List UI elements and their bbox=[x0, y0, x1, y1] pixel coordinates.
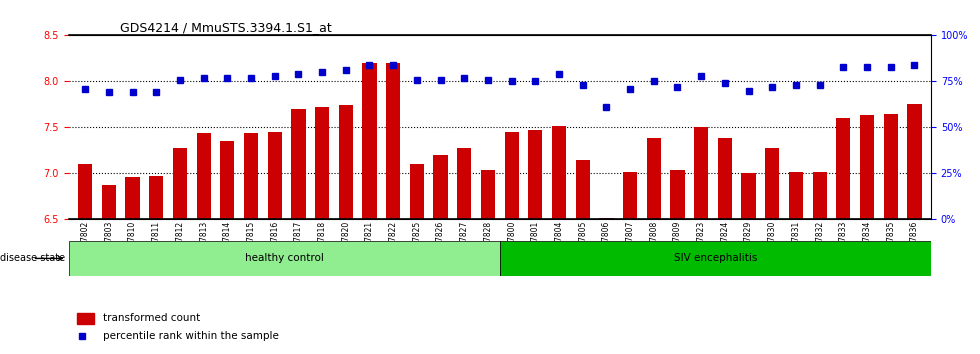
Text: GDS4214 / MmuSTS.3394.1.S1_at: GDS4214 / MmuSTS.3394.1.S1_at bbox=[121, 21, 332, 34]
FancyBboxPatch shape bbox=[69, 241, 500, 276]
Bar bbox=[363, 63, 376, 354]
Bar bbox=[575, 160, 590, 354]
Bar bbox=[812, 172, 827, 354]
Bar bbox=[315, 107, 329, 354]
Bar bbox=[789, 172, 803, 354]
Bar bbox=[268, 132, 282, 354]
Bar bbox=[149, 176, 164, 354]
FancyBboxPatch shape bbox=[500, 241, 931, 276]
Bar bbox=[102, 185, 116, 354]
Text: percentile rank within the sample: percentile rank within the sample bbox=[103, 331, 279, 341]
Bar bbox=[339, 105, 353, 354]
Bar bbox=[77, 313, 94, 324]
Bar bbox=[859, 115, 874, 354]
Bar bbox=[670, 170, 685, 354]
Bar bbox=[410, 164, 424, 354]
Bar bbox=[717, 138, 732, 354]
Bar bbox=[244, 133, 258, 354]
Bar bbox=[125, 177, 140, 354]
Text: healthy control: healthy control bbox=[245, 253, 323, 263]
Bar bbox=[481, 170, 495, 354]
Bar bbox=[505, 132, 518, 354]
Text: disease state: disease state bbox=[0, 253, 65, 263]
Bar bbox=[647, 138, 661, 354]
Text: SIV encephalitis: SIV encephalitis bbox=[673, 253, 758, 263]
Bar bbox=[552, 126, 566, 354]
Bar bbox=[457, 148, 471, 354]
Bar bbox=[291, 109, 306, 354]
Bar bbox=[907, 104, 921, 354]
Bar bbox=[884, 114, 898, 354]
Bar bbox=[694, 127, 709, 354]
Bar bbox=[742, 173, 756, 354]
Bar bbox=[765, 148, 779, 354]
Bar bbox=[623, 172, 637, 354]
Bar bbox=[600, 218, 613, 354]
Bar bbox=[220, 141, 234, 354]
Bar bbox=[197, 133, 211, 354]
Bar bbox=[172, 148, 187, 354]
Text: transformed count: transformed count bbox=[103, 313, 200, 323]
Bar bbox=[836, 118, 851, 354]
Bar bbox=[78, 164, 92, 354]
Bar bbox=[433, 155, 448, 354]
Bar bbox=[386, 63, 400, 354]
Bar bbox=[528, 130, 543, 354]
